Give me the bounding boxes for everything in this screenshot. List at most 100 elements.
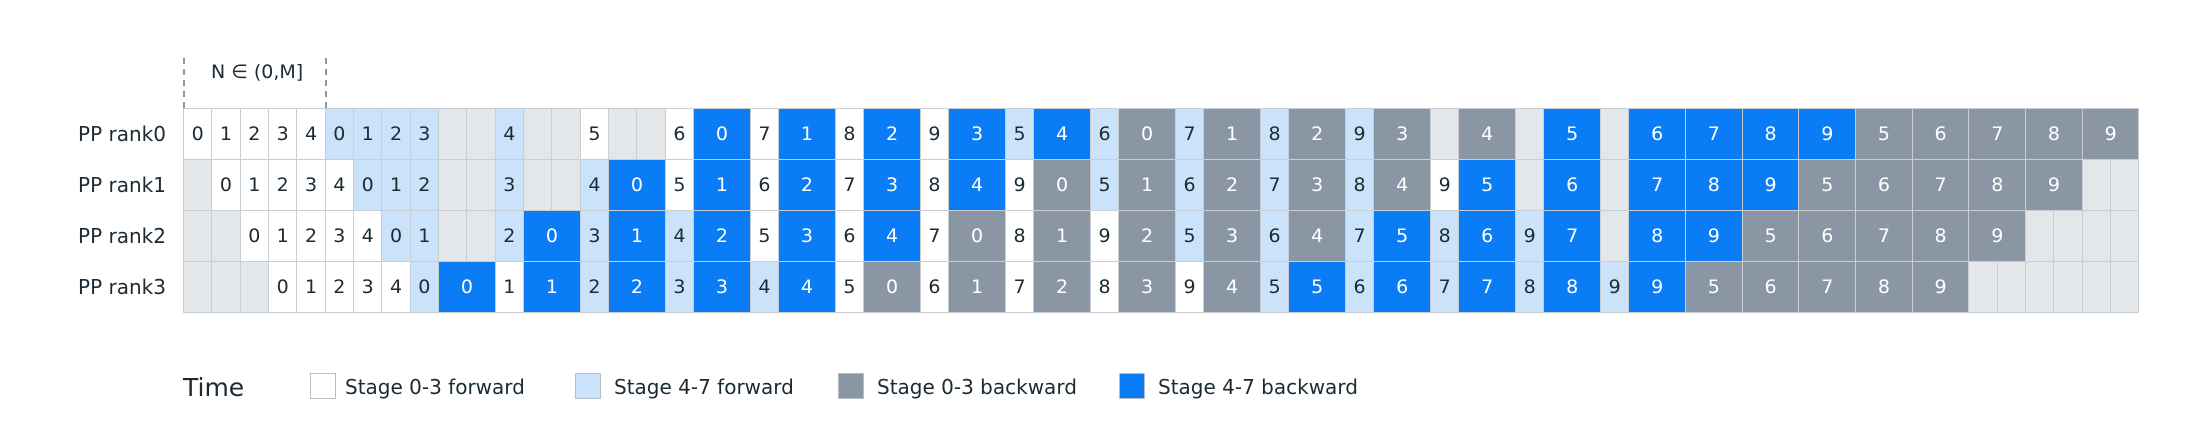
cell-rank3-stage-4-7-backward-2: 2	[608, 261, 666, 313]
legend-swatch-stage-0-3-forward	[310, 373, 336, 399]
cell-rank1-stage-0-3-backward-9: 9	[2025, 159, 2083, 211]
cell-rank1-stage-4-7-forward-6: 6	[1174, 159, 1205, 211]
cell-rank1-stage-0-3-forward-6: 6	[749, 159, 780, 211]
cell-rank0-stage-4-7-forward-2: 2	[381, 108, 411, 160]
cell-rank2-empty	[211, 210, 241, 262]
cell-rank2-stage-0-3-forward-0: 0	[239, 210, 269, 262]
cell-rank0-stage-0-3-backward-6: 6	[1911, 108, 1970, 160]
row-label-rank3: PP rank3	[78, 275, 166, 299]
cell-rank1-stage-4-7-backward-7: 7	[1628, 159, 1686, 211]
cell-rank3-stage-4-7-forward-5: 5	[1259, 261, 1290, 313]
cell-rank1-stage-4-7-backward-2: 2	[778, 159, 836, 211]
cell-rank0-stage-4-7-forward-1: 1	[353, 108, 383, 160]
cell-rank3-empty	[1968, 261, 1998, 313]
cell-rank0-stage-0-3-forward-9: 9	[919, 108, 950, 160]
cell-rank2-stage-4-7-forward-3: 3	[579, 210, 610, 262]
cell-rank1-empty	[1515, 159, 1545, 211]
cell-rank1-stage-0-3-forward-3: 3	[296, 159, 326, 211]
cell-rank1-stage-4-7-forward-0: 0	[353, 159, 383, 211]
legend-label-stage-0-3-backward: Stage 0-3 backward	[877, 375, 1077, 399]
cell-rank3-empty	[239, 261, 269, 313]
cell-rank0-stage-0-3-backward-9: 9	[2081, 108, 2140, 160]
cell-rank0-stage-0-3-backward-3: 3	[1373, 108, 1431, 160]
cell-rank0-stage-0-3-forward-0: 0	[183, 108, 213, 160]
cell-rank0-empty	[438, 108, 468, 160]
cell-rank3-stage-4-7-forward-0: 0	[409, 261, 439, 313]
cell-rank2-stage-0-3-forward-9: 9	[1089, 210, 1120, 262]
cell-rank2-stage-0-3-forward-1: 1	[268, 210, 298, 262]
cell-rank1-stage-4-7-backward-6: 6	[1543, 159, 1601, 211]
row-label-rank0: PP rank0	[78, 122, 166, 146]
cell-rank3-stage-4-7-backward-7: 7	[1458, 261, 1516, 313]
legend-label-stage-4-7-backward: Stage 4-7 backward	[1158, 375, 1358, 399]
cell-rank3-stage-4-7-forward-7: 7	[1430, 261, 1460, 313]
cell-rank0-stage-4-7-backward-9: 9	[1798, 108, 1857, 160]
cell-rank0-stage-4-7-forward-3: 3	[409, 108, 439, 160]
cell-rank0-empty	[523, 108, 553, 160]
row-label-rank1: PP rank1	[78, 173, 166, 197]
cell-rank2-stage-4-7-backward-1: 1	[608, 210, 666, 262]
cell-rank3-empty	[1996, 261, 2027, 313]
cell-rank2-stage-4-7-forward-8: 8	[1430, 210, 1460, 262]
cell-rank3-stage-0-3-backward-4: 4	[1203, 261, 1261, 313]
cell-rank3-stage-0-3-backward-2: 2	[1033, 261, 1091, 313]
cell-rank2-stage-4-7-backward-2: 2	[693, 210, 751, 262]
cell-rank2-empty	[438, 210, 468, 262]
cell-rank0-stage-0-3-forward-2: 2	[239, 108, 269, 160]
cell-rank1-stage-4-7-forward-1: 1	[381, 159, 411, 211]
cell-rank1-stage-0-3-forward-8: 8	[919, 159, 950, 211]
cell-rank1-empty	[183, 159, 213, 211]
cell-rank3-stage-0-3-forward-8: 8	[1089, 261, 1120, 313]
cell-rank1-stage-4-7-forward-4: 4	[579, 159, 610, 211]
cell-rank0-stage-0-3-backward-4: 4	[1458, 108, 1516, 160]
cell-rank2-stage-4-7-backward-5: 5	[1373, 210, 1431, 262]
cell-rank1-stage-4-7-backward-4: 4	[948, 159, 1006, 211]
cell-rank3-stage-0-3-backward-6: 6	[1741, 261, 1800, 313]
cell-rank0-stage-0-3-forward-6: 6	[664, 108, 695, 160]
cell-rank3-stage-0-3-forward-5: 5	[834, 261, 865, 313]
cell-rank3-empty	[211, 261, 241, 313]
cell-rank1-stage-4-7-backward-5: 5	[1458, 159, 1516, 211]
cell-rank0-stage-4-7-forward-9: 9	[1344, 108, 1375, 160]
row-label-rank2: PP rank2	[78, 224, 166, 248]
cell-rank0-stage-0-3-forward-3: 3	[268, 108, 298, 160]
legend-swatch-stage-0-3-backward	[838, 373, 864, 399]
cell-rank0-empty	[466, 108, 496, 160]
cell-rank0-stage-4-7-backward-6: 6	[1628, 108, 1686, 160]
cell-rank3-stage-0-3-backward-1: 1	[948, 261, 1006, 313]
cell-rank0-stage-4-7-backward-5: 5	[1543, 108, 1601, 160]
cell-rank2-stage-0-3-backward-9: 9	[1968, 210, 2027, 262]
cell-rank2-empty	[2025, 210, 2055, 262]
cell-rank1-empty	[551, 159, 581, 211]
cell-rank0-stage-4-7-backward-1: 1	[778, 108, 836, 160]
cell-rank1-stage-0-3-forward-0: 0	[211, 159, 241, 211]
cell-rank2-stage-4-7-backward-8: 8	[1628, 210, 1686, 262]
cell-rank0-empty	[636, 108, 666, 160]
cell-rank1-empty	[523, 159, 553, 211]
cell-rank3-stage-0-3-backward-3: 3	[1118, 261, 1176, 313]
cell-rank0-stage-0-3-forward-5: 5	[579, 108, 610, 160]
cell-rank0-stage-0-3-backward-1: 1	[1203, 108, 1261, 160]
cell-rank3-stage-4-7-forward-3: 3	[664, 261, 695, 313]
cell-rank3-empty	[2053, 261, 2083, 313]
cell-rank2-stage-4-7-forward-2: 2	[494, 210, 524, 262]
cell-rank2-empty	[466, 210, 496, 262]
time-axis-label: Time	[183, 373, 245, 402]
cell-rank2-stage-0-3-backward-8: 8	[1911, 210, 1970, 262]
cell-rank0-stage-0-3-forward-4: 4	[296, 108, 326, 160]
cell-rank2-stage-0-3-backward-6: 6	[1798, 210, 1857, 262]
cell-rank2-stage-0-3-forward-8: 8	[1004, 210, 1035, 262]
cell-rank1-stage-4-7-forward-3: 3	[494, 159, 524, 211]
cell-rank3-stage-0-3-backward-8: 8	[1855, 261, 1913, 313]
cell-rank2-stage-0-3-backward-3: 3	[1203, 210, 1261, 262]
cell-rank2-empty	[2053, 210, 2083, 262]
cell-rank3-stage-4-7-backward-3: 3	[693, 261, 751, 313]
cell-rank3-stage-4-7-backward-8: 8	[1543, 261, 1601, 313]
cell-rank3-stage-0-3-forward-9: 9	[1174, 261, 1205, 313]
cell-rank0-stage-4-7-forward-6: 6	[1089, 108, 1120, 160]
cell-rank0-stage-0-3-backward-7: 7	[1968, 108, 2027, 160]
cell-rank3-stage-0-3-backward-9: 9	[1911, 261, 1970, 313]
n-range-right-marker	[324, 58, 327, 108]
cell-rank1-stage-0-3-forward-2: 2	[268, 159, 298, 211]
cell-rank0-stage-4-7-forward-4: 4	[494, 108, 524, 160]
